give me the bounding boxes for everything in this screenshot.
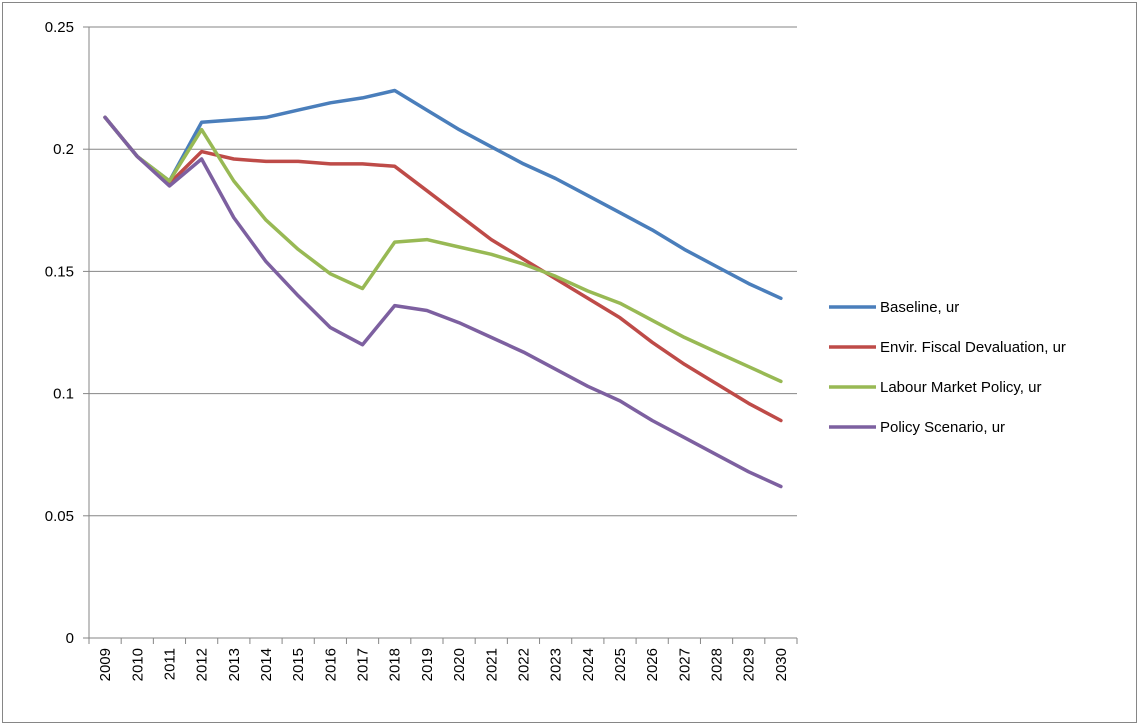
y-tick-label: 0.05 — [45, 508, 74, 525]
legend-entry: Labour Market Policy, ur — [880, 379, 1041, 396]
series-lines — [103, 88, 783, 489]
y-tick-label: 0.2 — [53, 141, 74, 158]
x-tick-label: 2017 — [355, 648, 372, 681]
series-line — [103, 115, 783, 423]
x-tick-label: 2027 — [676, 648, 693, 681]
x-tick-label: 2021 — [483, 648, 500, 681]
x-tick-label: 2022 — [515, 648, 532, 681]
series-line — [103, 115, 783, 384]
y-tick-label: 0.15 — [45, 263, 74, 280]
x-tick-label: 2011 — [161, 648, 178, 680]
x-tick-label: 2015 — [290, 648, 307, 681]
legend-entry: Policy Scenario, ur — [880, 419, 1005, 436]
x-tick-label: 2023 — [548, 648, 565, 681]
series-line — [103, 115, 783, 489]
x-tick-label: 2010 — [129, 648, 146, 681]
x-tick-label: 2030 — [773, 648, 790, 681]
x-tick-label: 2012 — [194, 648, 211, 681]
axes: 0 0.05 0.1 0.15 0.2 0.25 2009 2010 2011 2012 2013 2… — [45, 19, 798, 681]
x-tick-label: 2029 — [741, 648, 758, 681]
legend-entry: Baseline, ur — [880, 299, 959, 316]
x-tick-label: 2016 — [322, 648, 339, 681]
y-tick-label: 0.1 — [53, 386, 74, 403]
x-tick-label: 2025 — [612, 648, 629, 681]
gridlines — [89, 26, 797, 517]
legend-entry: Envir. Fiscal Devaluation, ur — [880, 339, 1066, 356]
x-tick-label: 2019 — [419, 648, 436, 681]
y-tick-label: 0.25 — [45, 19, 74, 36]
x-tick-label: 2026 — [644, 648, 661, 681]
legend: Baseline, ur Envir. Fiscal Devaluation, u… — [829, 299, 1066, 436]
x-tick-label: 2020 — [451, 648, 468, 681]
x-tick-label: 2028 — [709, 648, 726, 681]
x-tick-label: 2013 — [226, 648, 243, 681]
x-tick-label: 2024 — [580, 648, 597, 681]
x-tick-label: 2009 — [97, 648, 114, 681]
y-tick-label: 0 — [66, 630, 74, 647]
x-tick-label: 2014 — [258, 648, 275, 681]
x-tick-label: 2018 — [387, 648, 404, 681]
series-line — [103, 88, 783, 301]
